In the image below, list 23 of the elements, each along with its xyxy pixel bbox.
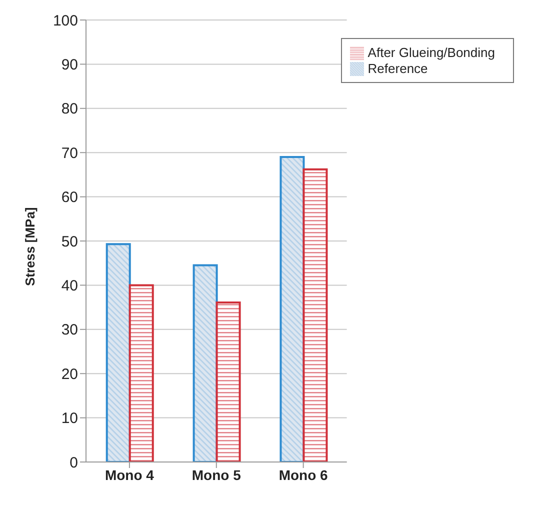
bar xyxy=(106,243,131,462)
y-tick-label: 90 xyxy=(61,56,78,74)
y-tick-label: 60 xyxy=(61,189,78,206)
y-tick-label: 40 xyxy=(61,278,78,295)
bar xyxy=(128,284,154,462)
x-tick-label: Mono 4 xyxy=(104,466,154,483)
y-axis-title: Stress [MPa] xyxy=(22,207,38,286)
bar xyxy=(302,168,328,462)
y-tick-label: 80 xyxy=(61,100,78,118)
legend-label: Reference xyxy=(368,60,428,76)
y-tick-label: 10 xyxy=(61,410,78,428)
y-tick-label: 70 xyxy=(61,144,78,162)
x-tick-label: Mono 5 xyxy=(192,466,242,483)
bar xyxy=(280,156,305,462)
y-tick-label: 0 xyxy=(70,454,78,472)
y-tick-label: 50 xyxy=(61,233,78,250)
legend-label: After Glueing/Bonding xyxy=(368,45,495,60)
bar xyxy=(216,301,241,462)
bar xyxy=(192,264,218,462)
y-tick-label: 100 xyxy=(52,12,78,30)
y-tick-label: 20 xyxy=(61,366,78,383)
y-tick-label: 30 xyxy=(61,322,78,339)
x-tick-label: Mono 6 xyxy=(278,466,328,483)
